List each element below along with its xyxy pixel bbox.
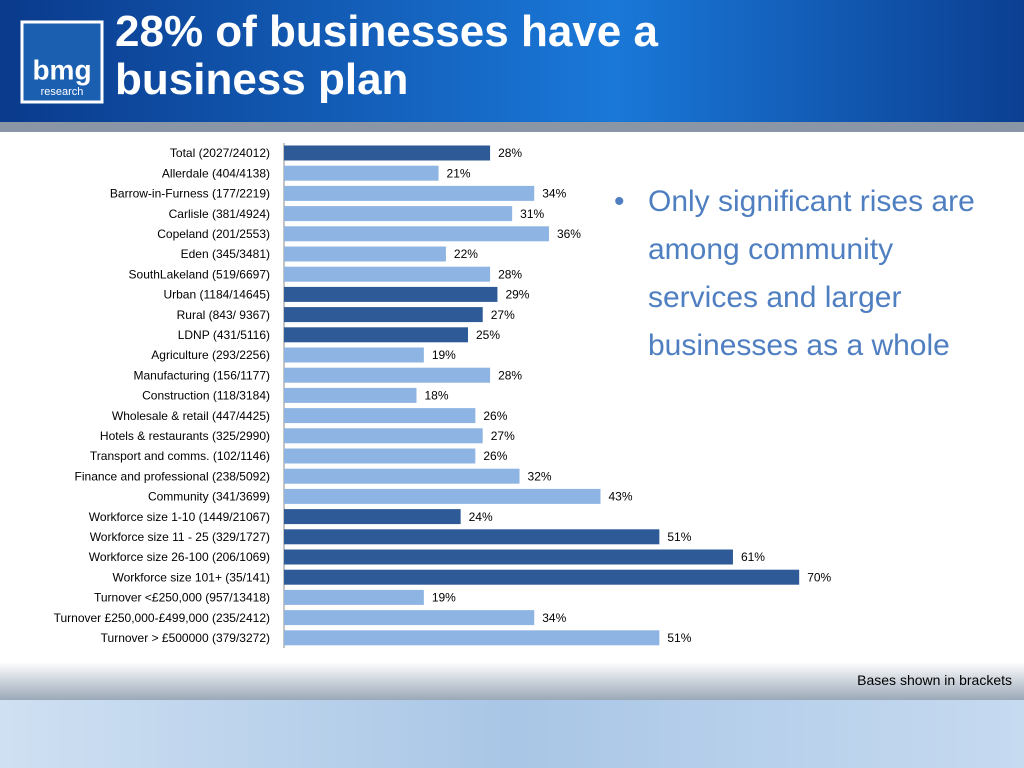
bar xyxy=(284,468,520,484)
bar xyxy=(284,367,491,383)
bar xyxy=(284,387,417,403)
value-label: 19% xyxy=(432,348,456,362)
value-label: 34% xyxy=(542,611,566,625)
category-label: SouthLakeland (519/6697) xyxy=(129,267,270,281)
bar xyxy=(284,630,660,646)
category-label: Turnover £250,000-£499,000 (235/2412) xyxy=(54,611,270,625)
category-label: Urban (1184/14645) xyxy=(163,288,270,302)
category-label: Turnover > £500000 (379/3272) xyxy=(101,631,270,645)
category-label: Workforce size 101+ (35/141) xyxy=(112,570,270,584)
value-label: 51% xyxy=(667,631,691,645)
category-label: Finance and professional (238/5092) xyxy=(75,469,270,483)
value-label: 25% xyxy=(476,328,500,342)
header-stripe xyxy=(0,122,1024,132)
category-label: Construction (118/3184) xyxy=(142,389,270,403)
value-label: 43% xyxy=(608,490,632,504)
bar xyxy=(284,569,800,585)
logo: bmg xyxy=(32,54,91,85)
value-label: 19% xyxy=(432,591,456,605)
value-label: 22% xyxy=(454,247,478,261)
bar xyxy=(284,185,535,201)
value-label: 51% xyxy=(667,530,691,544)
category-label: Workforce size 1-10 (1449/21067) xyxy=(89,510,270,524)
value-label: 32% xyxy=(528,469,552,483)
photo-strip xyxy=(0,700,1024,768)
category-label: Wholesale & retail (447/4425) xyxy=(112,409,270,423)
value-label: 21% xyxy=(447,166,471,180)
bullet-text: Only significant rises are among communi… xyxy=(648,185,975,362)
bar xyxy=(284,286,498,302)
bar xyxy=(284,488,601,504)
value-label: 31% xyxy=(520,207,544,221)
category-label: Copeland (201/2553) xyxy=(157,227,270,241)
value-label: 26% xyxy=(483,409,507,423)
value-label: 28% xyxy=(498,146,522,160)
category-label: Workforce size 26-100 (206/1069) xyxy=(89,550,270,564)
value-label: 26% xyxy=(483,449,507,463)
bar xyxy=(284,610,535,626)
bar xyxy=(284,509,461,525)
bar xyxy=(284,428,483,444)
category-label: Eden (345/3481) xyxy=(181,247,270,261)
category-label: Allerdale (404/4138) xyxy=(162,166,270,180)
bar xyxy=(284,589,424,605)
category-label: Turnover <£250,000 (957/13418) xyxy=(94,591,270,605)
category-label: Workforce size 11 - 25 (329/1727) xyxy=(90,530,270,544)
logo-box xyxy=(20,20,104,104)
value-label: 34% xyxy=(542,187,566,201)
category-label: Transport and comms. (102/1146) xyxy=(90,449,270,463)
value-label: 28% xyxy=(498,368,522,382)
value-label: 27% xyxy=(491,429,515,443)
category-label: Hotels & restaurants (325/2990) xyxy=(100,429,270,443)
category-label: Agriculture (293/2256) xyxy=(151,348,270,362)
footer-band xyxy=(0,662,1024,700)
bar xyxy=(284,529,660,545)
bar xyxy=(284,408,476,424)
value-label: 24% xyxy=(469,510,493,524)
value-label: 18% xyxy=(424,389,448,403)
header-band xyxy=(0,0,1024,122)
bar xyxy=(284,549,733,565)
bar xyxy=(284,206,513,222)
bar xyxy=(284,165,439,181)
category-label: LDNP (431/5116) xyxy=(178,328,270,342)
category-label: Rural (843/ 9367) xyxy=(177,308,270,322)
category-label: Total (2027/24012) xyxy=(170,146,270,160)
category-label: Community (341/3699) xyxy=(148,490,270,504)
category-label: Carlisle (381/4924) xyxy=(169,207,270,221)
title: 28% of businesses have a business plan xyxy=(115,7,658,104)
value-label: 36% xyxy=(557,227,581,241)
bullet-marker: • xyxy=(614,185,625,218)
footnote: Bases shown in brackets xyxy=(857,672,1012,688)
category-label: Manufacturing (156/1177) xyxy=(133,368,270,382)
bar xyxy=(284,145,491,161)
value-label: 27% xyxy=(491,308,515,322)
bar xyxy=(284,307,483,323)
value-label: 61% xyxy=(741,550,765,564)
value-label: 28% xyxy=(498,267,522,281)
logo-sub: research xyxy=(41,86,84,98)
bar xyxy=(284,327,468,343)
value-label: 29% xyxy=(505,288,529,302)
bar xyxy=(284,347,424,363)
bar xyxy=(284,448,476,464)
bar xyxy=(284,226,549,242)
value-label: 70% xyxy=(807,570,831,584)
bar xyxy=(284,246,446,262)
category-label: Barrow-in-Furness (177/2219) xyxy=(110,187,270,201)
bar xyxy=(284,266,491,282)
